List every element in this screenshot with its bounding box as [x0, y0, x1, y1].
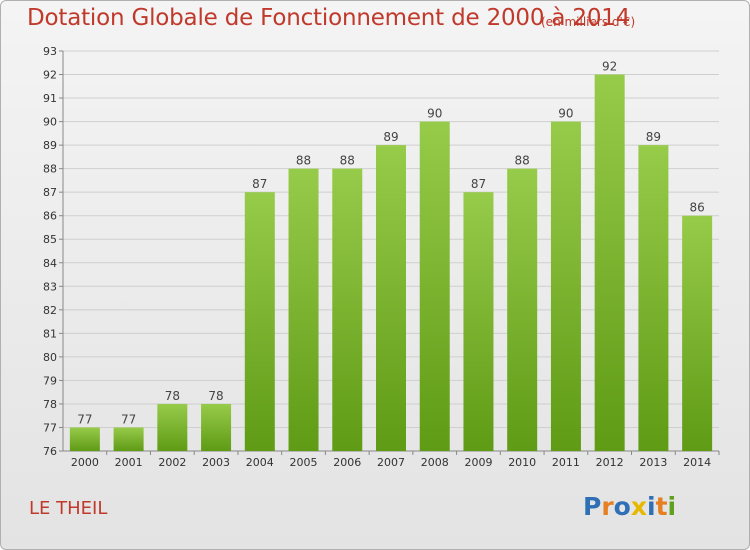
bar-2014 [682, 215, 713, 451]
value-label: 89 [646, 130, 661, 144]
y-tick-label: 90 [43, 116, 57, 129]
value-label: 77 [121, 412, 136, 426]
bar-2007 [376, 145, 406, 451]
chart-subtitle: (en milliers d'€) [541, 15, 636, 29]
value-label: 89 [383, 130, 398, 144]
x-tick-label: 2007 [377, 456, 405, 469]
svg-text:Proxiti: Proxiti [583, 492, 676, 521]
bars [69, 74, 713, 452]
value-label: 90 [427, 107, 442, 121]
x-tick-label: 2010 [508, 456, 536, 469]
y-tick-label: 89 [43, 139, 57, 152]
x-tick-label: 2011 [552, 456, 580, 469]
x-tick-label: 2014 [683, 456, 711, 469]
bar-2012 [594, 74, 625, 451]
bar-2008 [419, 121, 450, 452]
chart-title: Dotation Globale de Fonctionnement de 20… [27, 5, 631, 31]
y-tick-label: 77 [43, 421, 57, 434]
bar-2000 [69, 427, 100, 451]
value-label: 86 [689, 201, 704, 215]
y-tick-label: 85 [43, 233, 57, 246]
value-label: 78 [165, 389, 180, 403]
x-tick-label: 2006 [333, 456, 361, 469]
y-tick-label: 91 [43, 92, 57, 105]
x-tick-label: 2003 [202, 456, 230, 469]
y-tick-label: 80 [43, 351, 57, 364]
x-tick-label: 2013 [639, 456, 667, 469]
y-tick-label: 93 [43, 45, 57, 58]
bar-2013 [638, 145, 669, 451]
y-tick-label: 82 [43, 304, 57, 317]
bar-2003 [201, 403, 232, 451]
x-tick-label: 2008 [421, 456, 449, 469]
value-label: 88 [340, 154, 355, 168]
y-tick-label: 88 [43, 163, 57, 176]
value-label: 78 [208, 389, 223, 403]
x-tick-label: 2005 [290, 456, 318, 469]
bar-2009 [463, 192, 494, 452]
bar-2006 [332, 168, 363, 451]
bar-2004 [244, 192, 275, 452]
y-tick-label: 78 [43, 398, 57, 411]
y-tick-label: 86 [43, 210, 57, 223]
data-labels: 77 77 78 78 87 88 88 89 90 87 88 90 92 89 86 [77, 60, 705, 427]
x-tick-label: 2009 [464, 456, 492, 469]
bar-2005 [288, 168, 319, 451]
x-tick-label: 2001 [115, 456, 143, 469]
value-label: 87 [252, 177, 267, 191]
y-tick-label: 83 [43, 280, 57, 293]
value-label: 87 [471, 177, 486, 191]
bar-2001 [113, 427, 144, 451]
y-tick-label: 92 [43, 69, 57, 82]
x-tick-label: 2000 [71, 456, 99, 469]
bar-2011 [550, 121, 581, 452]
value-label: 77 [77, 412, 92, 426]
bar-2002 [157, 403, 188, 451]
y-tick-label: 76 [43, 445, 57, 458]
y-tick-label: 84 [43, 257, 57, 270]
x-tick-label: 2012 [596, 456, 624, 469]
value-label: 88 [296, 154, 311, 168]
bar-2010 [507, 168, 538, 451]
y-tick-label: 79 [43, 374, 57, 387]
x-tick-label: 2002 [158, 456, 186, 469]
y-tick-label: 81 [43, 327, 57, 340]
value-label: 92 [602, 60, 617, 74]
commune-name: LE THEIL [29, 498, 108, 519]
x-tick-label: 2004 [246, 456, 274, 469]
proxiti-logo[interactable]: Proxiti [581, 488, 691, 524]
y-tick-label: 87 [43, 186, 57, 199]
value-label: 90 [558, 107, 573, 121]
value-label: 88 [515, 154, 530, 168]
